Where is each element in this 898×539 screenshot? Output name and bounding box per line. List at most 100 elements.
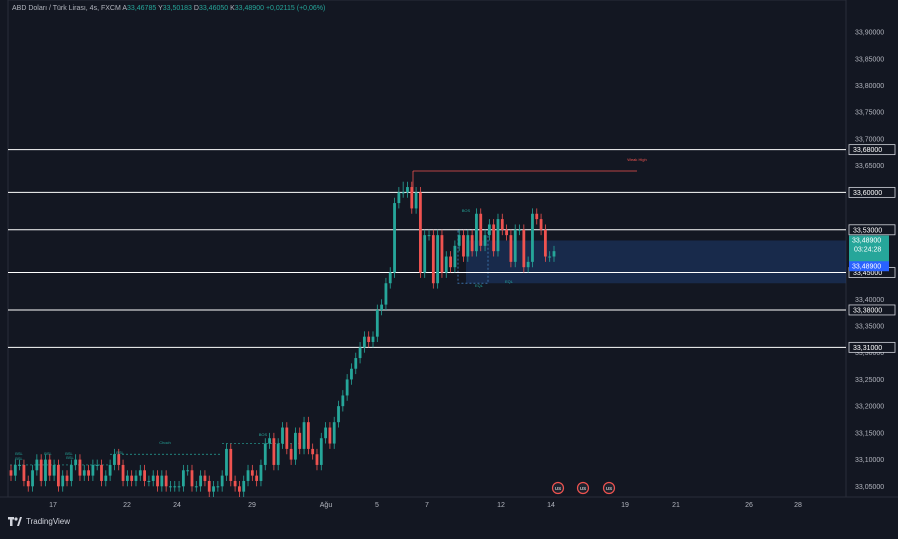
symbol-title: ABD Doları / Türk Lirası, 4s, FXCM (12, 5, 121, 12)
candle (337, 400, 340, 428)
change-value: +0,02115 (+0,06%) (265, 5, 326, 12)
candle (380, 299, 384, 316)
candle-body (393, 203, 396, 273)
candle (95, 459, 99, 471)
candle-body (492, 224, 496, 252)
candle (18, 459, 22, 471)
open-value: 33,46785 (127, 5, 157, 12)
x-tick-label: 12 (497, 502, 505, 509)
candle-body (199, 475, 203, 487)
y-tick-label: 33,35000 (855, 323, 884, 330)
candle-body (358, 347, 362, 359)
candle (332, 416, 336, 449)
candle (440, 229, 444, 278)
candle (531, 208, 534, 268)
candle-body (384, 283, 388, 305)
candle-body (518, 229, 521, 231)
y-tick-label: 33,70000 (855, 136, 884, 143)
candle-body (263, 443, 267, 465)
candle-body (487, 224, 491, 236)
level-tag-label: 33,31000 (853, 345, 882, 352)
candle-body (328, 427, 332, 444)
candle-body (104, 475, 108, 481)
candle (543, 224, 547, 262)
candle-body (315, 454, 319, 465)
candle-body (470, 235, 474, 252)
candle (509, 229, 513, 268)
candle-body (233, 480, 237, 487)
x-tick-label: 14 (547, 502, 555, 509)
candle (462, 229, 465, 262)
candle (406, 181, 409, 198)
level-tag-box (848, 144, 896, 156)
candle (436, 229, 440, 289)
candle-body (39, 459, 43, 481)
candle-body (173, 486, 177, 488)
candle-body (302, 422, 306, 449)
level-tag-box (848, 341, 896, 353)
candle-body (531, 213, 534, 262)
y-tick-label: 33,10000 (855, 457, 884, 464)
candle (319, 432, 323, 471)
candle-body (69, 464, 73, 481)
y-tick-label: 33,80000 (855, 83, 884, 90)
candle-body (552, 251, 556, 257)
candle-body (457, 235, 461, 246)
candle (113, 448, 116, 471)
candle-body (255, 475, 259, 481)
candle (65, 470, 69, 487)
candle (410, 181, 414, 214)
candle (548, 251, 552, 262)
tradingview-logo[interactable]: TradingView (8, 517, 70, 526)
structure-label: BSL (44, 451, 52, 456)
candle (121, 459, 125, 487)
candle (87, 464, 90, 481)
x-tick-label: 22 (123, 502, 131, 509)
candle-body (294, 432, 297, 460)
candle-body (453, 245, 457, 268)
candle-body (306, 422, 310, 449)
candle (375, 304, 379, 343)
y-tick-label: 33,75000 (855, 110, 884, 117)
candle-body (130, 475, 134, 481)
candle-body (121, 464, 125, 481)
x-tick-label: 5 (375, 502, 379, 509)
x-tick-label: 26 (745, 502, 753, 509)
candle-body (138, 470, 142, 476)
candle-body (285, 427, 289, 449)
candle-body (216, 486, 220, 488)
candle (216, 480, 220, 492)
candle-body (431, 235, 435, 284)
candle-body (207, 480, 211, 492)
candle (354, 352, 358, 375)
candle-body (22, 464, 26, 481)
candle (181, 464, 185, 492)
candle-body (113, 454, 116, 465)
candle-body (57, 464, 60, 487)
brand-name: TradingView (26, 517, 71, 526)
candle (151, 470, 155, 487)
candle-body (505, 229, 508, 236)
candle (78, 454, 82, 481)
y-tick-label: 33,65000 (855, 163, 884, 170)
candle-body (160, 475, 164, 487)
candle-body (177, 486, 181, 488)
candle (69, 459, 73, 487)
structure-label: BSL (65, 451, 73, 456)
close-label: K (230, 5, 235, 12)
open-label: A (122, 5, 128, 12)
candle (57, 459, 60, 492)
candle-body (108, 464, 112, 476)
candle (272, 432, 276, 471)
candle-body (522, 229, 526, 268)
x-tick-label: 21 (672, 502, 680, 509)
x-tick-label: 24 (173, 502, 181, 509)
candle-body (35, 459, 39, 471)
last-price-tag-box (849, 235, 889, 262)
candle (104, 470, 108, 487)
candle-body (324, 427, 327, 439)
candle (487, 219, 491, 241)
candle (449, 251, 452, 273)
candle-body (190, 470, 194, 487)
